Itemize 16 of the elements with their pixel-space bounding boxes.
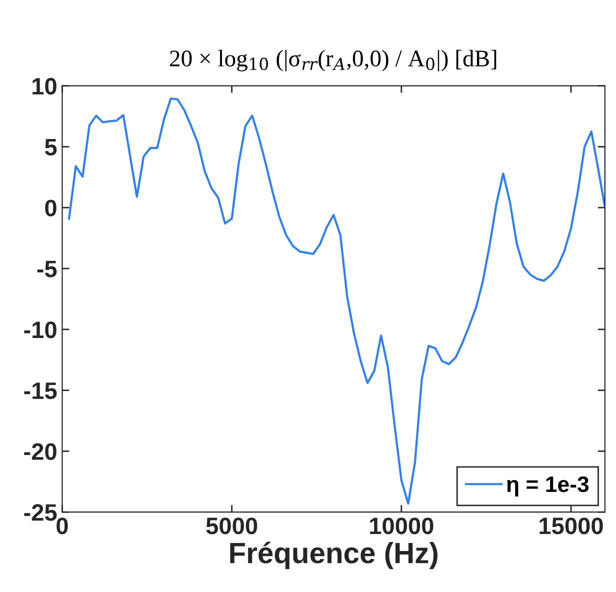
x-tick-label: 0 [56, 518, 68, 534]
chart-title: 20 × log$_{10}$ (|σ$_{rr}$(r$_{A}$,0,0) / A$_{0}$|) [dB] [170, 50, 496, 72]
x-axis-title: Fréquence (Hz) [230, 542, 438, 570]
y-tick-label: -15 [24, 382, 57, 400]
x-tick-label: 5000 [206, 518, 258, 534]
y-tick-label: -10 [24, 321, 56, 338]
line-series [68, 98, 605, 505]
y-tick-label: -20 [24, 443, 56, 460]
x-tick-label: 15000 [540, 518, 603, 534]
x-tick-label: 10000 [370, 518, 434, 534]
y-tick-label: -25 [24, 504, 57, 521]
y-tick-label: 10 [32, 78, 56, 95]
y-tick-label: 5 [44, 139, 57, 156]
legend-label: η = 1e-3 [507, 476, 589, 497]
y-tick-label: 0 [45, 200, 56, 216]
y-tick-label: -5 [37, 260, 57, 278]
